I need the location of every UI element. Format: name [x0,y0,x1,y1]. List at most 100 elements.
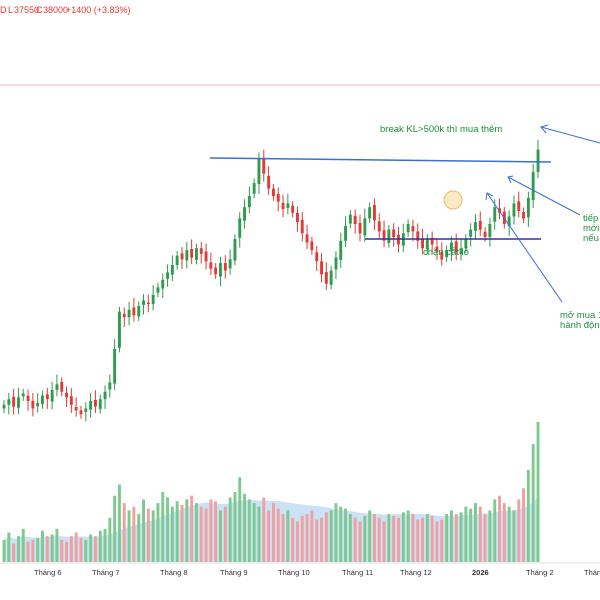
volume-bar [127,510,131,562]
candle-body [161,279,165,289]
candle-body [392,229,396,238]
volume-bar [185,499,189,562]
candle-body [373,205,376,221]
candle-body [377,221,381,232]
volume-bar [223,506,227,562]
volume-bar [55,528,59,562]
x-tick-label: Tháng 8 [160,568,188,577]
volume-bar [536,422,540,562]
volume-bar [272,503,275,562]
annotation-right-1b: mới [583,223,599,234]
candle-body [478,221,482,230]
volume-bar [401,512,405,562]
volume-bar [411,514,415,562]
volume-bar [243,493,246,562]
candle-body [526,197,530,218]
arrow-to-mo-mua [486,192,563,303]
candle-body [276,193,280,202]
volume-bar [84,539,88,562]
candle-body [190,249,194,258]
arrow-to-breakout [540,126,600,144]
candle-body [170,265,174,275]
candle-body [214,267,218,275]
volume-bar [421,517,424,562]
volume-bar [493,499,497,562]
annotation-break: break KL>500k thì mua thêm [380,124,502,135]
volume-bar [334,503,338,562]
volume-bar [329,510,333,562]
volume-bars [2,422,540,562]
candle-body [507,216,511,227]
candle-body [334,257,338,270]
candle-body [180,253,184,260]
candle-body [209,262,213,269]
x-tick-label: Tháng 3 [584,568,600,577]
candle-body [247,196,251,208]
candle-body [464,238,468,249]
volume-bar [387,514,391,562]
volume-bar [156,503,160,562]
volume-bar [79,538,83,562]
volume-bar [238,477,242,562]
candle-body [522,212,525,219]
candle-body [488,224,492,237]
candle-body [199,248,203,254]
volume-bar [98,530,102,562]
volume-bar [296,521,299,562]
candle-body [17,397,20,408]
candle-body [84,408,88,412]
candle-body [74,407,78,411]
volume-bar [526,469,530,562]
volume-bar [60,539,64,562]
volume-bar [459,512,463,562]
candle-body [257,158,261,185]
volume-ma-fill [4,497,538,562]
volume-bar [204,508,208,562]
candle-body [103,391,107,400]
candle-body [329,270,333,285]
volume-bar [310,510,314,562]
x-tick-label: Tháng 11 [342,568,373,577]
candle-body [243,207,246,221]
candle-body [425,238,429,250]
ohlc-prefix: D [0,5,7,15]
candle-body [315,252,319,262]
volume-bar [344,508,347,562]
candle-body [228,259,232,269]
volume-bar [65,541,68,562]
volume-bar [281,514,285,562]
candle-body [142,300,145,305]
volume-bar [522,488,525,562]
volume-bar [291,517,295,562]
volume-bar [257,506,261,562]
volume-bar [368,510,372,562]
candle-body [12,396,16,407]
volume-bar [41,530,44,562]
candle-body [358,222,362,234]
volume-bar [464,506,468,562]
candle-body [300,219,304,234]
candle-body [281,202,285,210]
candle-body [324,272,328,284]
volume-bar [214,501,218,562]
volume-bar [252,503,256,562]
volume-bar [209,499,213,562]
resistance-trendline[interactable] [209,157,552,163]
candle-body [156,287,160,293]
volume-bar [132,506,136,562]
candle-body [89,401,93,410]
volume-bar [478,506,482,562]
candle-body [262,157,266,174]
volume-bar [50,534,54,562]
volume-bar [137,514,141,562]
volume-bar [108,517,112,562]
volume-bar [517,499,521,562]
volume-bar [440,519,444,562]
volume-bar [36,538,40,562]
candle-body [435,246,439,252]
annotation-stoploss: chặn cắt lỗ [423,247,469,258]
volume-bar [228,497,232,562]
x-tick-label: Tháng 6 [34,568,62,577]
